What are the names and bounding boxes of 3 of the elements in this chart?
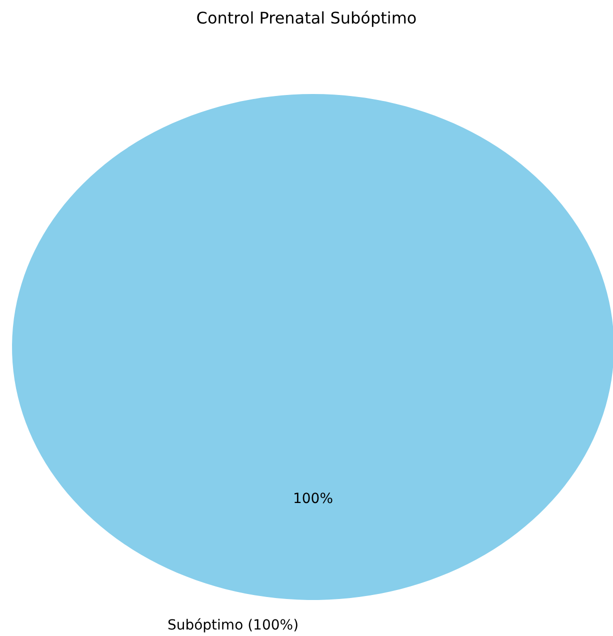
chart-title: Control Prenatal Subóptimo bbox=[196, 8, 417, 28]
slice-label: Subóptimo (100%) bbox=[167, 617, 299, 634]
data-label: 100% bbox=[292, 490, 334, 507]
